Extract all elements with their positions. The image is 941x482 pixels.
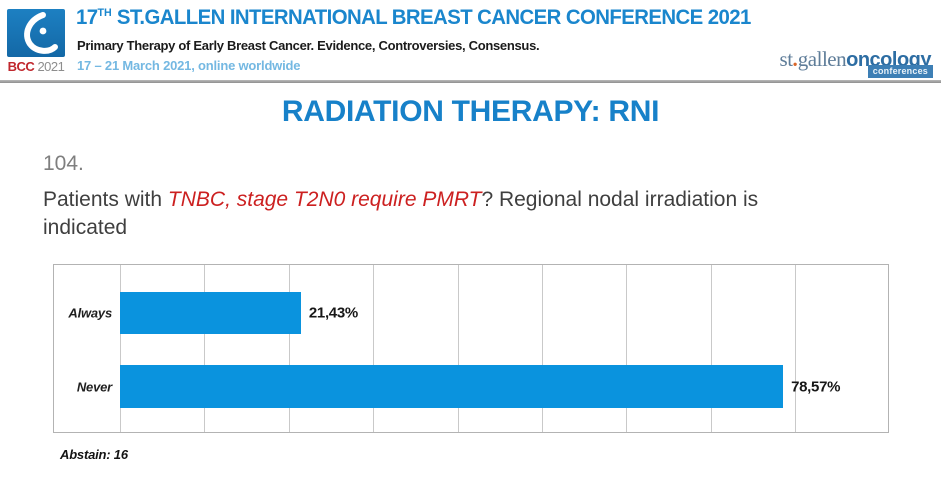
page-title: RADIATION THERAPY: RNI <box>281 95 660 128</box>
bcc-year: 2021 <box>37 59 65 74</box>
chart-row-never: Never 78,57% <box>77 365 888 408</box>
chart-row-always: Always 21,43% <box>68 292 888 334</box>
bar-value-label: 78,57% <box>791 378 841 395</box>
gridline <box>204 265 206 432</box>
question-number: 104. <box>43 152 84 175</box>
gridline <box>120 265 121 432</box>
bcc-logo-caption: BCC 2021 <box>3 59 69 74</box>
gridline <box>288 265 290 432</box>
ordinal-suffix: TH <box>97 7 112 19</box>
bar-value-label: 21,43% <box>308 304 358 322</box>
conference-title: 17TH ST.GALLEN INTERNATIONAL BREAST CANC… <box>76 6 751 29</box>
gridline <box>373 265 375 432</box>
question-text: Patients with TNBC, stage T2N0 require P… <box>43 188 759 239</box>
question-highlight: TNBC, stage T2N0 require PMRT <box>167 188 482 211</box>
category-label: Always <box>68 305 112 321</box>
gridline <box>795 265 797 432</box>
category-label: Never <box>76 379 112 394</box>
abstain-note: Abstain: 16 <box>60 447 128 462</box>
gridline <box>626 265 628 432</box>
conferences-badge: conferences <box>867 65 933 78</box>
bcc-logo-icon <box>7 9 65 57</box>
chart-plot-area: Always 21,43% Never 78,57% <box>68 265 888 432</box>
bcc-text: BCC <box>7 59 35 74</box>
gridline <box>710 265 712 432</box>
bar-always <box>120 292 301 334</box>
conference-dates: 17 – 21 March 2021, online worldwide <box>77 58 301 73</box>
conference-subtitle: Primary Therapy of Early Breast Cancer. … <box>77 38 540 53</box>
header-divider <box>0 80 941 83</box>
gridline <box>541 265 543 432</box>
bar-never <box>120 365 784 408</box>
gridline <box>457 265 459 432</box>
poll-bar-chart: Always 21,43% Never 78,57% <box>53 264 889 433</box>
brand-orange-dot: . <box>792 47 798 71</box>
